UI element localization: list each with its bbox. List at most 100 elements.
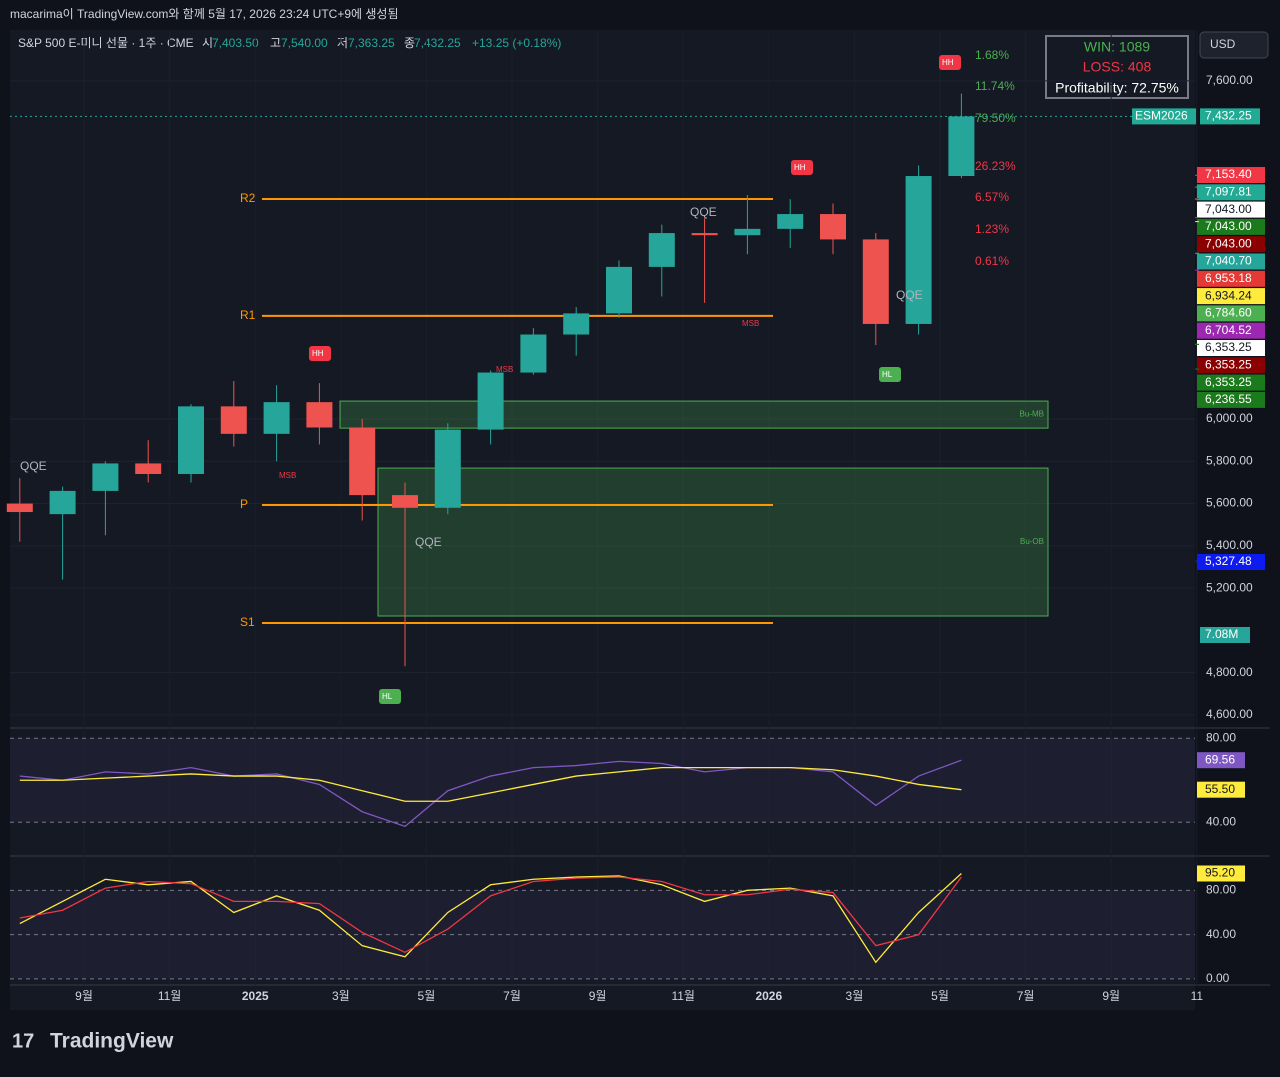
candle-body xyxy=(905,176,932,324)
percent-label: 6.57% xyxy=(975,190,1009,204)
volume-label: 7.08M xyxy=(1205,627,1238,641)
stats-box xyxy=(1045,35,1189,99)
x-tick-label: 11 xyxy=(1191,989,1204,1003)
annotation: MSB xyxy=(279,471,296,480)
candle-body xyxy=(734,228,761,236)
price-tag-label: 6,236.55 xyxy=(1205,392,1252,406)
price-tag xyxy=(1197,554,1265,570)
annotation: QQE xyxy=(415,535,442,549)
percent-label: 1.68% xyxy=(975,48,1009,62)
candle-body xyxy=(135,463,162,474)
candle-body xyxy=(392,495,418,508)
zone-label: Bu-MB xyxy=(1020,410,1044,419)
candle-body xyxy=(777,214,804,229)
x-tick-label: 9월 xyxy=(1102,989,1120,1003)
zone-label: Bu-OB xyxy=(1020,537,1044,546)
annotation: HL xyxy=(882,370,893,379)
ohlc-key: 시 xyxy=(202,36,213,50)
profitability: Profitability: 72.75% xyxy=(1055,80,1179,96)
zone xyxy=(377,467,1049,617)
price-tag xyxy=(1197,357,1265,374)
marker xyxy=(879,367,901,382)
currency[interactable]: USD xyxy=(1210,37,1236,51)
y-tick-label: 7,600.00 xyxy=(1206,73,1253,87)
candle-body xyxy=(92,463,119,491)
last-price-label: 7,432.25 xyxy=(1205,109,1252,123)
ohlc-key: 고 xyxy=(270,36,281,50)
pivot-label: R1 xyxy=(240,308,256,322)
candle-body xyxy=(477,372,504,430)
win: WIN: 1089 xyxy=(1084,39,1150,55)
symbol: S&P 500 E-미니 선물 · 1주 · CME xyxy=(18,36,194,50)
marker xyxy=(791,160,813,175)
candle-body xyxy=(434,429,461,508)
price-tag-label: 6,353.25 xyxy=(1205,375,1252,389)
zone xyxy=(339,400,1049,429)
caption: macarima이 TradingView.com와 함께 5월 17, 202… xyxy=(10,7,399,21)
price-tag-label: 7,043.00 xyxy=(1205,202,1252,216)
price-tag-label: 7,043.00 xyxy=(1205,219,1252,233)
price-tag xyxy=(1197,322,1265,339)
candle-body xyxy=(220,406,247,434)
candle-body xyxy=(520,334,547,373)
last-price-tag xyxy=(1200,108,1260,125)
percent-label: 79.50% xyxy=(975,111,1016,125)
y-tick-label: 0.00 xyxy=(1206,971,1230,985)
annotation: HH xyxy=(312,349,324,358)
price-tag xyxy=(1197,305,1265,322)
candle-body xyxy=(178,406,204,474)
pivot-label: R2 xyxy=(240,191,256,205)
annotation: HH xyxy=(942,58,954,67)
loss: LOSS: 408 xyxy=(1083,59,1152,75)
price-tag-label: 7,097.81 xyxy=(1205,184,1252,198)
price-tag xyxy=(1197,270,1265,287)
x-tick-label: 3월 xyxy=(846,989,864,1003)
value-label: 95.20 xyxy=(1205,866,1235,880)
price-tag-label: 7,040.70 xyxy=(1205,254,1252,268)
ohlc-value: 7,363.25 xyxy=(348,36,395,50)
indicator-line xyxy=(19,759,962,828)
price-tag xyxy=(1197,236,1265,253)
annotation: HH xyxy=(794,163,806,172)
price-tag-label: 6,353.25 xyxy=(1205,340,1252,354)
percent-label: 1.23% xyxy=(975,222,1009,236)
pivot-label: S1 xyxy=(240,615,255,629)
price-tag-label: 6,704.52 xyxy=(1205,323,1252,337)
candle-body xyxy=(948,116,975,177)
price-tag-label: 5,327.48 xyxy=(1205,554,1252,568)
y-tick-label: 5,200.00 xyxy=(1206,580,1253,594)
ohlc-key: 저 xyxy=(337,36,348,50)
marker xyxy=(939,55,961,70)
logo-mark: 17 xyxy=(12,1030,34,1052)
ohlc-value: 7,432.25 xyxy=(414,36,461,50)
x-tick-label: 7월 xyxy=(1017,989,1035,1003)
y-tick-label: 6,000.00 xyxy=(1206,411,1253,425)
volume-tag xyxy=(1200,627,1250,643)
indicator-line xyxy=(19,767,962,802)
price-tag xyxy=(1197,218,1265,235)
ohlc-change: +13.25 (+0.18%) xyxy=(472,36,561,50)
y-tick-label: 40.00 xyxy=(1206,927,1236,941)
value-tag xyxy=(1197,865,1245,882)
y-tick-label: 40.00 xyxy=(1206,814,1236,828)
y-tick-label: 80.00 xyxy=(1206,730,1236,744)
indicator-line xyxy=(19,876,962,954)
candle-body xyxy=(691,233,718,236)
candle-body xyxy=(862,239,889,324)
annotation: MSB xyxy=(742,319,759,328)
percent-label: 11.74% xyxy=(975,79,1015,93)
currency-button[interactable] xyxy=(1199,31,1269,59)
y-tick-label: 5,600.00 xyxy=(1206,496,1253,510)
x-tick-label: 11월 xyxy=(671,989,695,1003)
price-tag-label: 6,353.25 xyxy=(1205,357,1252,371)
last-price-name: ESM2026 xyxy=(1135,109,1188,123)
price-tag xyxy=(1197,391,1265,408)
marker xyxy=(309,346,331,361)
ohlc-key: 종 xyxy=(404,36,415,50)
pivot-label: P xyxy=(240,497,248,511)
price-tag xyxy=(1197,184,1265,201)
price-tag xyxy=(1197,167,1265,183)
x-tick-label: 3월 xyxy=(332,989,350,1003)
x-tick-label: 5월 xyxy=(418,989,436,1003)
